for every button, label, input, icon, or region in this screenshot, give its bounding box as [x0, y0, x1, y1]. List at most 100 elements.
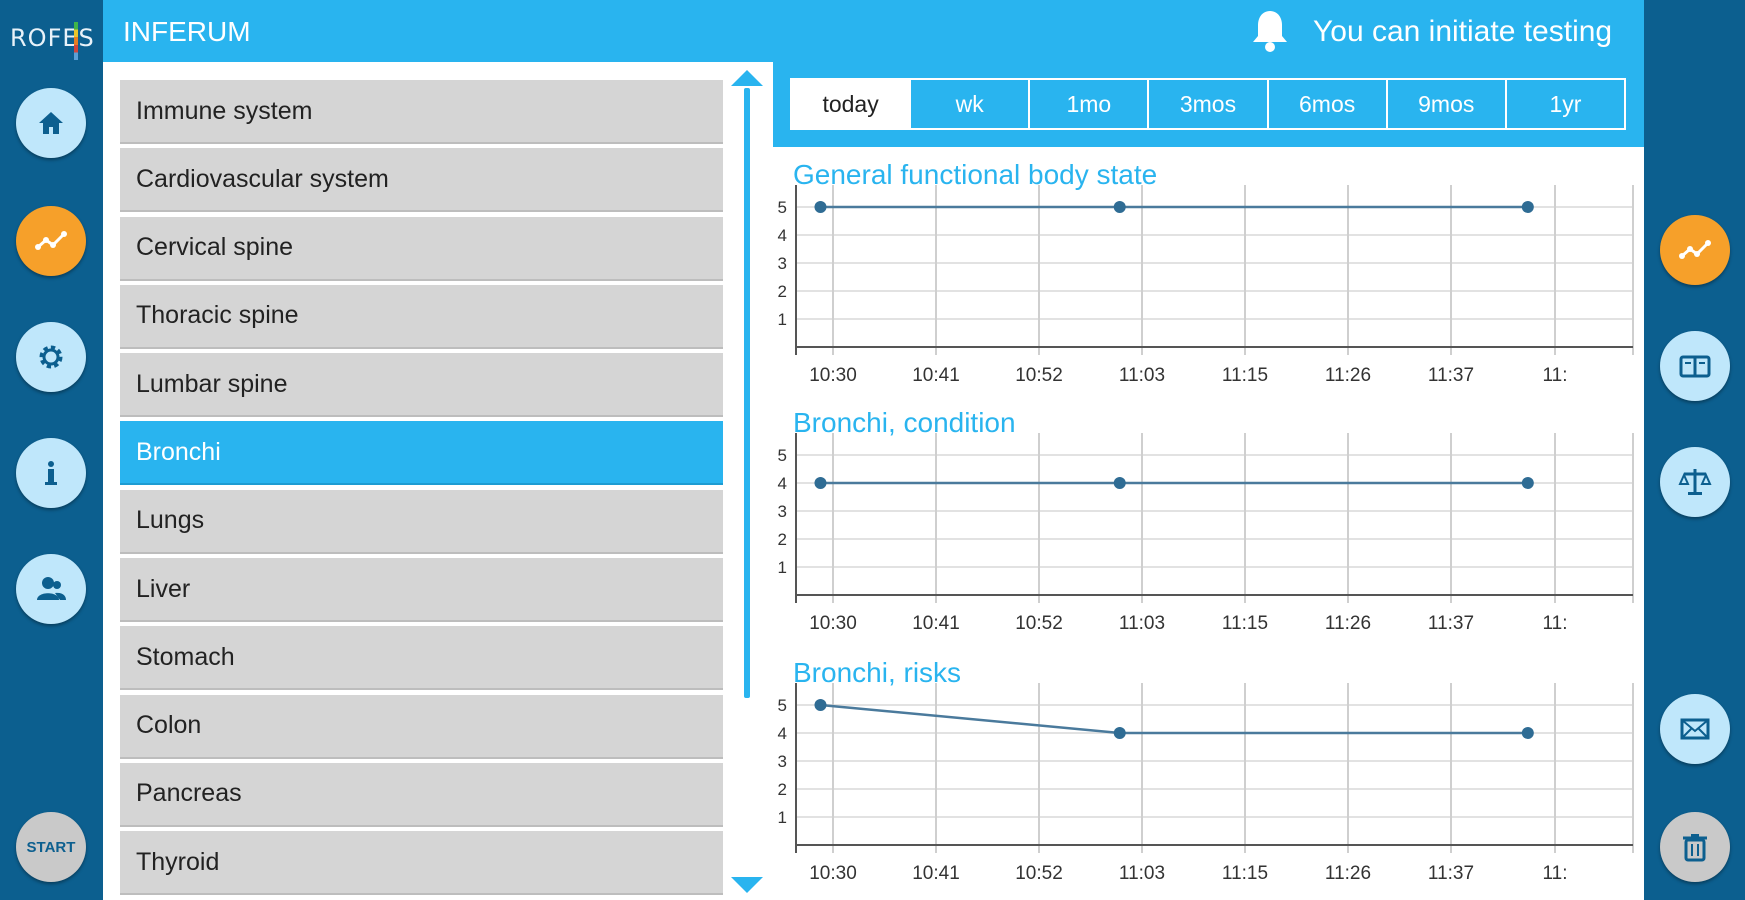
y-tick-label: 5	[778, 198, 787, 217]
delete-button[interactable]	[1660, 812, 1730, 882]
y-tick-label: 4	[778, 226, 787, 245]
period-tab-1mo[interactable]: 1mo	[1030, 80, 1150, 128]
x-tick-label: 10:52	[1015, 613, 1063, 634]
period-tab-1yr[interactable]: 1yr	[1506, 80, 1624, 128]
x-tick-label: 11:03	[1119, 613, 1165, 634]
book-button[interactable]	[1660, 331, 1730, 401]
category-item[interactable]: Lumbar spine	[120, 353, 723, 418]
mail-icon	[1680, 718, 1710, 740]
info-button[interactable]	[16, 438, 86, 508]
y-tick-label: 3	[778, 752, 787, 771]
bell-icon[interactable]	[1248, 7, 1292, 55]
period-tab-9mos[interactable]: 9mos	[1387, 80, 1507, 128]
users-icon	[37, 577, 66, 600]
x-tick-label: 11:15	[1222, 365, 1268, 386]
category-item[interactable]: Cervical spine	[120, 216, 723, 281]
scroll-up-arrow[interactable]	[731, 70, 763, 86]
period-tabs: today wk 1mo 3mos 6mos 9mos 1yr	[790, 78, 1626, 130]
category-item[interactable]: Cardiovascular system	[120, 148, 723, 213]
x-tick-label: 10:30	[809, 365, 857, 386]
y-tick-label: 1	[778, 310, 787, 329]
right-charts-button[interactable]	[1660, 215, 1730, 285]
x-tick-label: 11:37	[1428, 863, 1474, 884]
line-chart: 1 2 3 4 5 10:30 10:41 10:52 11:03 11:15 11:26 11:37…	[778, 185, 1634, 386]
y-tick-label: 2	[778, 780, 787, 799]
y-tick-label: 1	[778, 808, 787, 827]
x-tick-label: 11:37	[1428, 365, 1474, 386]
period-tab-today[interactable]: today	[792, 80, 912, 128]
data-point	[1113, 727, 1126, 739]
x-tick-label: 10:41	[912, 613, 960, 634]
chart-icon	[1679, 240, 1711, 259]
scroll-down-arrow[interactable]	[731, 877, 763, 893]
settings-button[interactable]	[16, 322, 86, 392]
x-tick-label: 11:	[1542, 365, 1567, 386]
chart-2: Bronchi, condition 1 2 3 4 5 10:30 10:41 10:52 11…	[773, 407, 1644, 652]
data-point	[1521, 201, 1534, 213]
chart-title: Bronchi, risks	[793, 657, 962, 688]
home-icon	[39, 112, 63, 134]
category-list: Immune system Cardiovascular system Cervic…	[120, 80, 723, 900]
x-tick-label: 11:15	[1222, 613, 1268, 634]
start-button[interactable]: START	[16, 812, 86, 882]
x-tick-label: 11:26	[1325, 863, 1371, 884]
category-item[interactable]: Pancreas	[120, 762, 723, 827]
app-title: INFERUM	[123, 16, 251, 47]
logo-color-bars	[74, 22, 78, 60]
start-label: START	[26, 838, 76, 856]
x-tick-label: 11:37	[1428, 613, 1474, 634]
category-item[interactable]: Bronchi	[120, 421, 723, 486]
trash-icon	[1683, 834, 1707, 862]
book-icon	[1679, 355, 1711, 378]
x-tick-label: 11:26	[1325, 613, 1371, 634]
category-item[interactable]: Colon	[120, 694, 723, 759]
chart-title: Bronchi, condition	[793, 407, 1016, 438]
home-button[interactable]	[16, 88, 86, 158]
scales-button[interactable]	[1660, 447, 1730, 517]
category-item[interactable]: Lungs	[120, 489, 723, 554]
category-panel: Immune system Cardiovascular system Cervic…	[103, 62, 773, 900]
data-point	[1521, 727, 1534, 739]
y-tick-label: 2	[778, 282, 787, 301]
category-item[interactable]: Stomach	[120, 626, 723, 691]
logo-text: ROFES	[10, 24, 95, 52]
y-tick-label: 4	[778, 724, 787, 743]
scrollbar[interactable]	[744, 88, 750, 698]
x-tick-label: 11:	[1542, 863, 1567, 884]
rofes-logo: ROFES	[10, 22, 95, 60]
chart-3: Bronchi, risks 1 2 3 4 5 10:30 10:41 10:52 11:03 1…	[773, 657, 1644, 900]
chart-icon	[35, 231, 67, 250]
data-point	[1521, 477, 1534, 489]
category-item[interactable]: Thoracic spine	[120, 284, 723, 349]
status-message: You can initiate testing	[1313, 15, 1613, 48]
period-tab-3mos[interactable]: 3mos	[1149, 80, 1269, 128]
x-tick-label: 11:03	[1119, 863, 1165, 884]
data-point	[814, 201, 827, 213]
category-item[interactable]: Immune system	[120, 80, 723, 144]
mail-button[interactable]	[1660, 694, 1730, 764]
y-tick-label: 1	[778, 558, 787, 577]
right-sidebar	[1644, 0, 1745, 900]
category-item[interactable]: Thyroid	[120, 831, 723, 896]
scales-icon	[1678, 469, 1712, 495]
data-point	[814, 477, 827, 489]
top-header: INFERUM You can initiate testing	[103, 0, 1644, 62]
users-button[interactable]	[16, 554, 86, 624]
chart-1: General functional body state 1 2 3 4 5 10:30 1…	[773, 159, 1644, 404]
charts-button[interactable]	[16, 206, 86, 276]
gear-icon	[39, 345, 63, 369]
period-tab-wk[interactable]: wk	[911, 80, 1031, 128]
y-tick-label: 4	[778, 474, 787, 493]
x-tick-label: 10:41	[912, 365, 960, 386]
x-tick-label: 10:41	[912, 863, 960, 884]
info-icon	[45, 461, 57, 485]
y-tick-label: 3	[778, 254, 787, 273]
x-tick-label: 10:52	[1015, 365, 1063, 386]
chart-title: General functional body state	[793, 159, 1158, 190]
line-chart: 1 2 3 4 5 10:30 10:41 10:52 11:03 11:15 11:26 11:37…	[778, 433, 1634, 634]
category-item[interactable]: Liver	[120, 558, 723, 623]
period-tab-6mos[interactable]: 6mos	[1268, 80, 1388, 128]
line-chart: 1 2 3 4 5 10:30 10:41 10:52 11:03 11:15 11:26 11:37…	[778, 683, 1634, 884]
series-line	[820, 703, 1528, 735]
